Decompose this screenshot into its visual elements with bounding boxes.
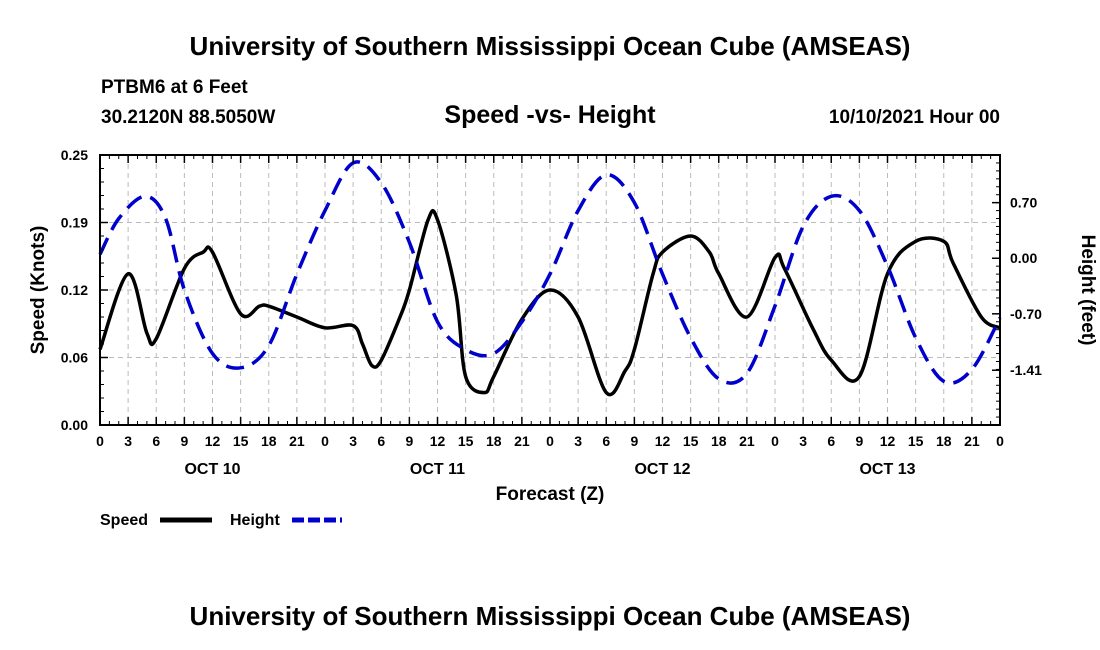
x-tick-label: 9 xyxy=(855,433,863,449)
x-tick-label: 18 xyxy=(936,433,952,449)
coordinates-label: 30.2120N 88.5050W xyxy=(101,107,276,128)
y2-tick-label: 0.00 xyxy=(1010,250,1037,266)
x-tick-label: 3 xyxy=(799,433,807,449)
x-tick-label: 12 xyxy=(880,433,896,449)
x-tick-label: 21 xyxy=(289,433,305,449)
x-tick-label: 0 xyxy=(771,433,779,449)
tick-marks xyxy=(99,154,1001,426)
x-tick-label: 0 xyxy=(546,433,554,449)
x-tick-label: 15 xyxy=(908,433,924,449)
day-label: OCT 12 xyxy=(634,461,690,478)
day-label: OCT 13 xyxy=(859,461,915,478)
x-tick-label: 9 xyxy=(630,433,638,449)
x-tick-label: 0 xyxy=(996,433,1004,449)
x-tick-label: 12 xyxy=(205,433,221,449)
x-tick-label: 0 xyxy=(96,433,104,449)
day-label: OCT 10 xyxy=(184,461,240,478)
chart-title: Speed -vs- Height xyxy=(444,101,656,129)
station-label: PTBM6 at 6 Feet xyxy=(101,77,248,98)
x-tick-label: 12 xyxy=(430,433,446,449)
y2-tick-label: -1.41 xyxy=(1010,362,1042,378)
x-tick-label: 15 xyxy=(458,433,474,449)
x-tick-label: 6 xyxy=(602,433,610,449)
x-tick-label: 15 xyxy=(233,433,249,449)
legend-height-label: Height xyxy=(230,512,280,529)
height-series-line xyxy=(98,160,1002,385)
x-tick-label: 18 xyxy=(711,433,727,449)
tick-labels: 0 3 6 9 12 15 18 21 0 3 6 9 12 15 18 21 0 3 6 9 12 15 18 21 0 3 6 9… xyxy=(61,147,1042,478)
series-lines xyxy=(98,160,1002,397)
day-label: OCT 11 xyxy=(410,461,465,478)
x-tick-label: 12 xyxy=(655,433,671,449)
datetime-label: 10/10/2021 Hour 00 xyxy=(828,107,1000,128)
y-tick-label: 0.06 xyxy=(61,350,88,366)
x-tick-label: 18 xyxy=(486,433,502,449)
x-tick-label: 0 xyxy=(321,433,329,449)
x-tick-label: 6 xyxy=(827,433,835,449)
x-tick-label: 15 xyxy=(683,433,699,449)
y-tick-label: 0.19 xyxy=(61,215,88,231)
y-tick-label: 0.12 xyxy=(61,282,88,298)
x-axis-label: Forecast (Z) xyxy=(496,484,605,505)
x-tick-label: 21 xyxy=(514,433,530,449)
x-tick-label: 3 xyxy=(349,433,357,449)
main-title: University of Southern Mississippi Ocean… xyxy=(189,31,911,61)
x-tick-label: 3 xyxy=(124,433,132,449)
x-tick-label: 6 xyxy=(377,433,385,449)
legend-speed-label: Speed xyxy=(100,512,148,529)
x-tick-label: 21 xyxy=(964,433,980,449)
speed-series-line xyxy=(98,208,1001,397)
x-tick-label: 3 xyxy=(574,433,582,449)
y-tick-label: 0.25 xyxy=(61,147,88,163)
legend: Speed Height xyxy=(100,512,342,529)
y-tick-label: 0.00 xyxy=(61,417,88,433)
x-tick-label: 9 xyxy=(405,433,413,449)
y2-tick-label: -0.70 xyxy=(1010,306,1042,322)
x-tick-label: 6 xyxy=(152,433,160,449)
x-tick-label: 9 xyxy=(180,433,188,449)
y2-tick-label: 0.70 xyxy=(1010,195,1037,211)
y-axis-label: Speed (Knots) xyxy=(28,226,49,355)
footer-title: University of Southern Mississippi Ocean… xyxy=(189,601,911,631)
x-tick-label: 18 xyxy=(261,433,277,449)
x-tick-label: 21 xyxy=(739,433,755,449)
y2-axis-label: Height (feet) xyxy=(1077,235,1098,346)
